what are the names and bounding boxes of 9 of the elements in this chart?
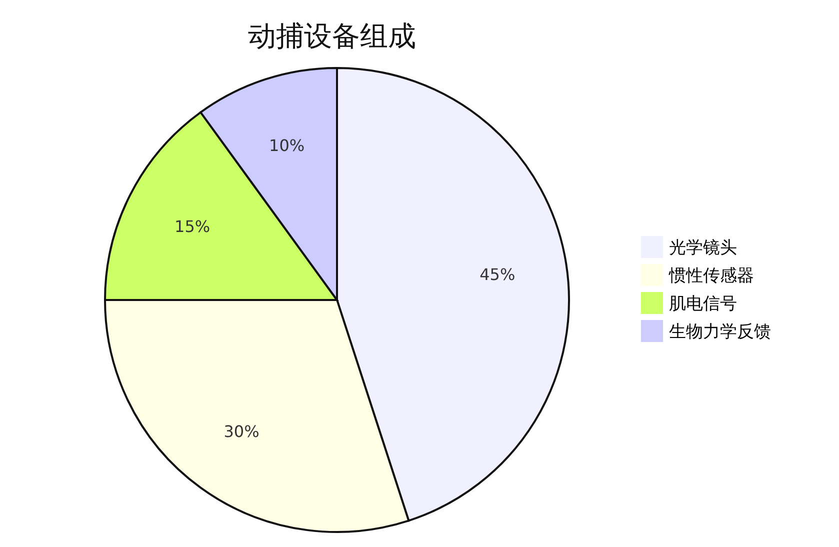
legend-label: 生物力学反馈	[669, 320, 771, 342]
data-label: 45%	[480, 265, 516, 284]
data-label: 30%	[224, 422, 260, 441]
chart-title: 动捕设备组成	[248, 20, 416, 52]
legend-label: 惯性传感器	[669, 264, 754, 286]
legend-label: 肌电信号	[669, 292, 737, 314]
data-label: 10%	[269, 136, 305, 156]
slice-label: 光学镜头	[669, 236, 737, 258]
data-label: 15%	[174, 216, 210, 236]
